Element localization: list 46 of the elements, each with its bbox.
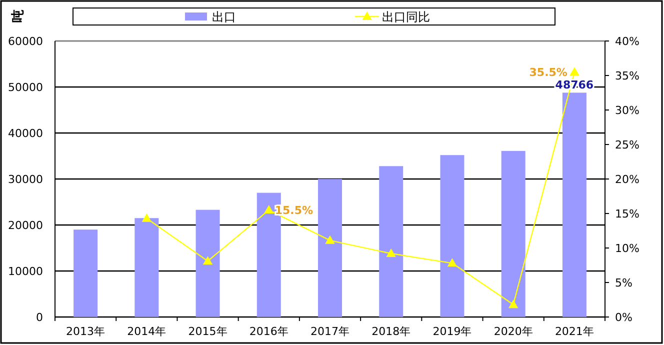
y2-tick-label: 10% bbox=[615, 242, 640, 255]
x-tick-label: 2021年 bbox=[554, 325, 594, 338]
y-tick-label: 0 bbox=[36, 311, 43, 324]
x-tick-label: 2013年 bbox=[66, 325, 106, 338]
bar bbox=[379, 166, 404, 317]
y-tick-label: 30000 bbox=[8, 173, 43, 186]
legend-label: 出口同比 bbox=[382, 10, 430, 24]
x-tick-label: 2015年 bbox=[188, 325, 228, 338]
y2-tick-label: 35% bbox=[615, 70, 640, 82]
data-label: 35.5% bbox=[529, 66, 568, 80]
point bbox=[203, 256, 212, 265]
data-label: 15.5% bbox=[274, 204, 314, 218]
bar bbox=[501, 150, 526, 317]
bar bbox=[562, 92, 586, 317]
y2-tick-label: 20% bbox=[615, 173, 640, 186]
y2-tick-label: 15% bbox=[615, 208, 640, 220]
bar bbox=[196, 210, 220, 317]
y2-tick-label: 25% bbox=[615, 138, 640, 152]
point bbox=[386, 249, 396, 258]
y-tick-label: 10000 bbox=[8, 265, 43, 278]
bar bbox=[318, 179, 342, 317]
y2-tick-label: 30% bbox=[615, 104, 640, 117]
y2-tick-label: 5% bbox=[615, 276, 632, 290]
y-tick-label: 40000 bbox=[8, 127, 43, 140]
y2-tick-label: 0% bbox=[615, 311, 632, 324]
point bbox=[142, 214, 152, 222]
x-tick-label: 2014年 bbox=[127, 325, 166, 338]
x-tick-label: 2018年 bbox=[372, 325, 411, 338]
y2-tick-label: 40% bbox=[615, 35, 640, 48]
x-tick-label: 2019年 bbox=[432, 325, 472, 338]
bar bbox=[440, 155, 464, 317]
bar bbox=[74, 230, 98, 317]
x-tick-label: 2020年 bbox=[494, 325, 533, 338]
y-tick-label: 50000 bbox=[8, 81, 43, 94]
legend-label: 出口 bbox=[212, 10, 236, 24]
point bbox=[448, 258, 457, 267]
point bbox=[326, 236, 334, 244]
x-tick-label: 2016年 bbox=[249, 325, 288, 338]
point bbox=[508, 300, 518, 308]
y-tick-label: 60000 bbox=[8, 35, 43, 48]
x-tick-label: 2017年 bbox=[310, 325, 350, 338]
point bbox=[570, 68, 579, 76]
bar bbox=[134, 218, 159, 317]
y-axis-title: 吨 bbox=[11, 10, 26, 22]
point bbox=[264, 206, 274, 214]
y-tick-label: 20000 bbox=[8, 219, 43, 232]
